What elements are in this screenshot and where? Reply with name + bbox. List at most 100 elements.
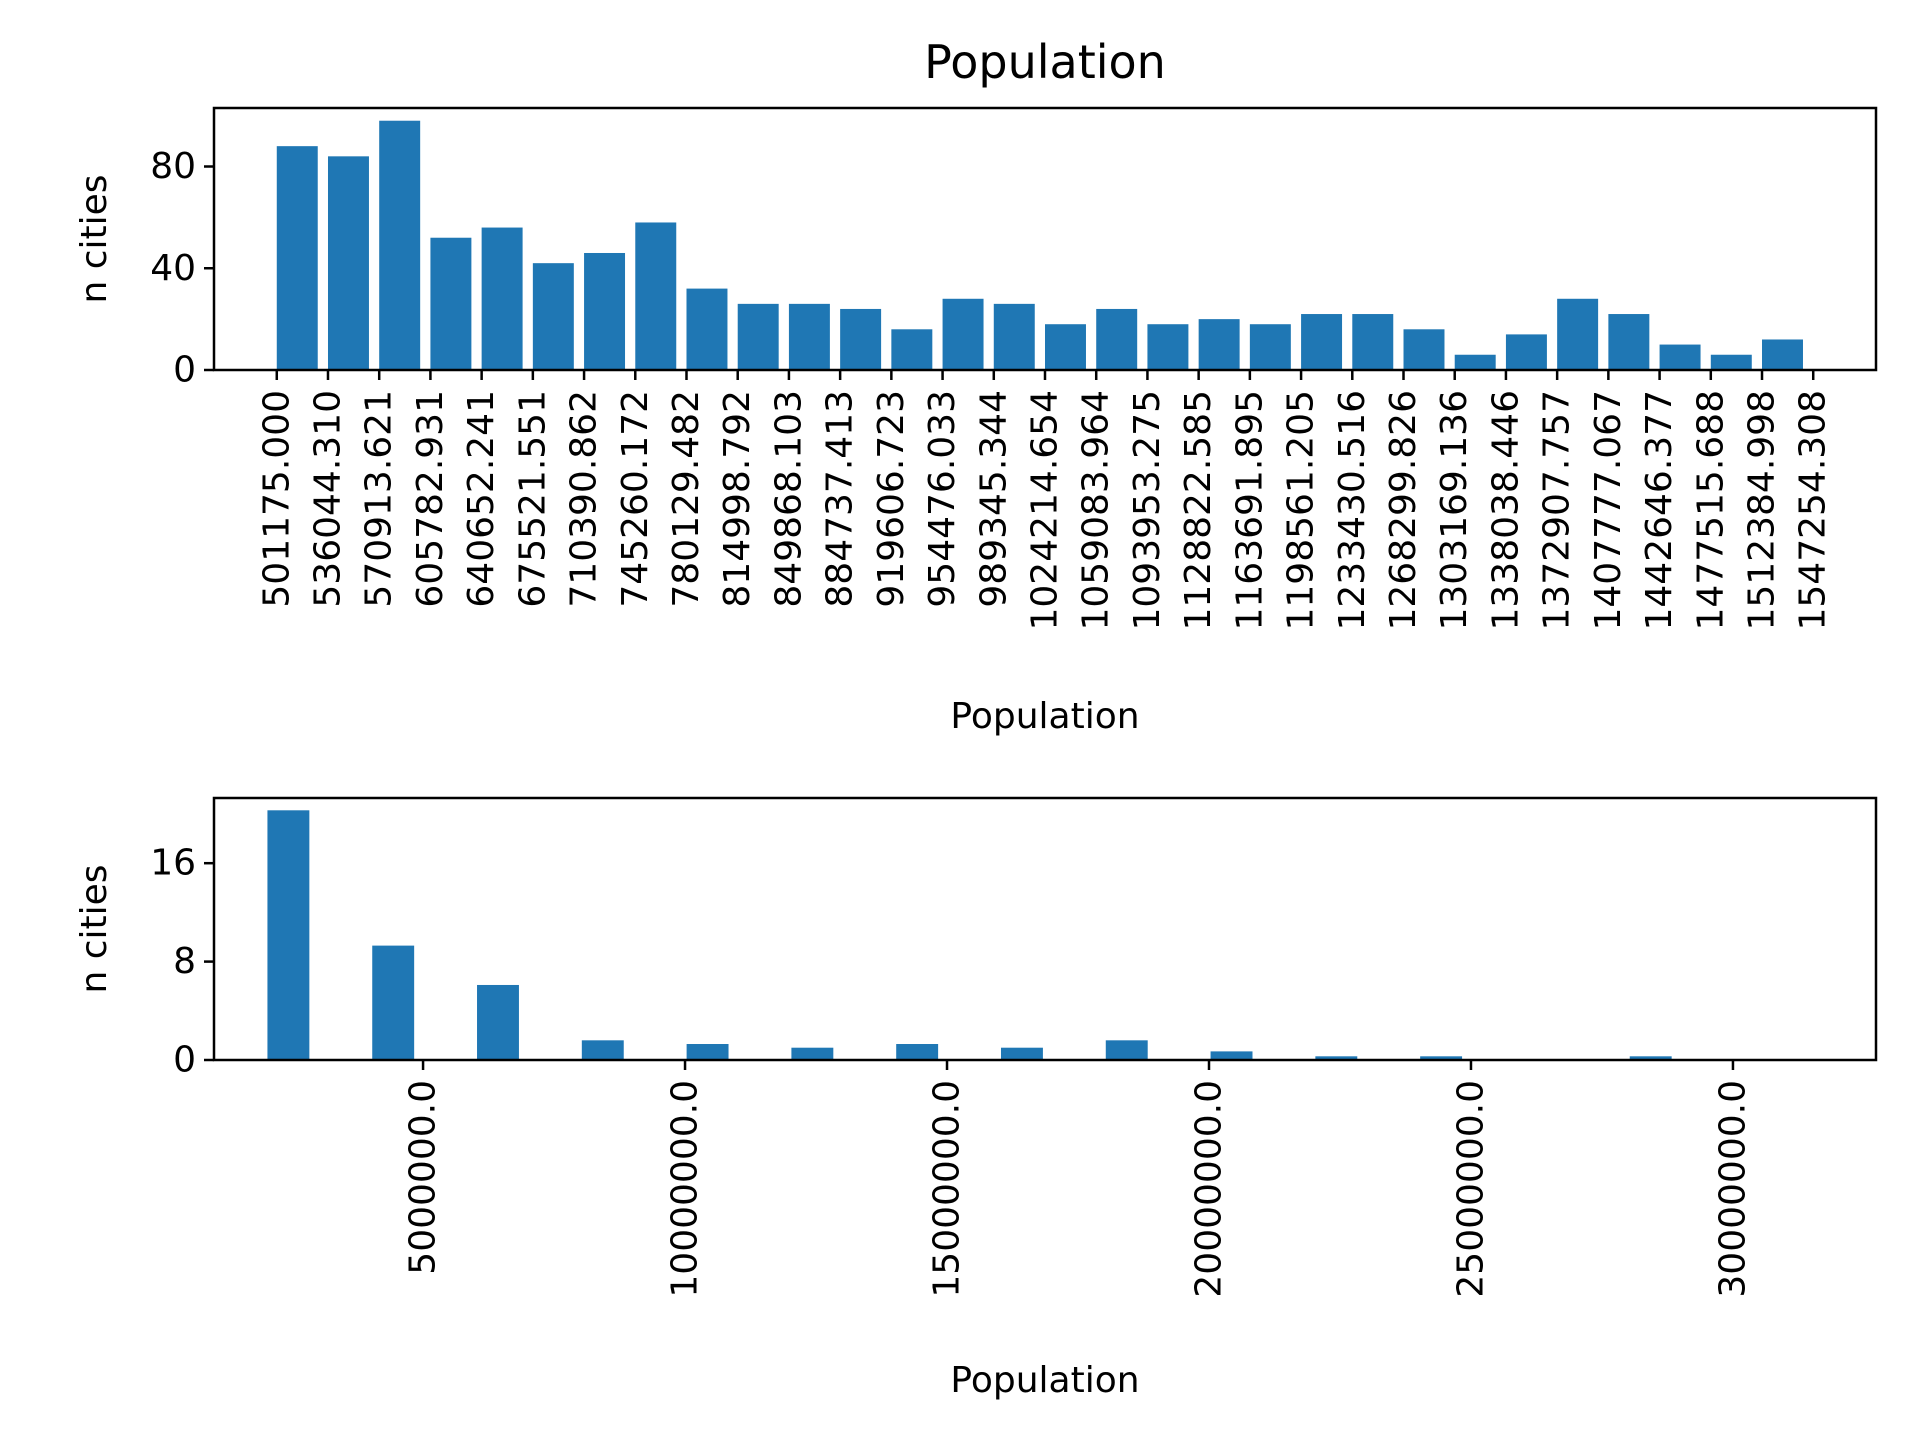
chart-title: Population xyxy=(924,35,1166,89)
top-histogram-bar xyxy=(1147,324,1189,370)
top-histogram-bar xyxy=(1403,329,1445,370)
top-x-tick-label: 745260.172 xyxy=(615,390,656,608)
top-x-tick-label: 884737.413 xyxy=(820,390,861,608)
bottom-x-tick-label: 15000000.0 xyxy=(927,1080,968,1298)
top-histogram-bar xyxy=(1249,324,1291,370)
top-x-tick-label: 1442646.377 xyxy=(1639,390,1680,631)
bottom-x-tick-label: 30000000.0 xyxy=(1712,1080,1753,1298)
top-histogram-bar xyxy=(276,146,318,370)
bottom-histogram-bar xyxy=(1210,1051,1253,1060)
top-histogram-bar xyxy=(379,120,421,370)
bottom-histogram-bars xyxy=(267,810,1672,1060)
top-x-tick-label: 814998.792 xyxy=(717,390,758,608)
top-histogram-bar xyxy=(891,329,933,370)
top-x-tick-label: 675521.551 xyxy=(512,390,553,608)
top-histogram-bar xyxy=(584,252,626,370)
top-x-tick-label: 1477515.688 xyxy=(1690,390,1731,631)
bottom-histogram-bar xyxy=(581,1040,624,1060)
top-x-tick-label: 954476.033 xyxy=(922,390,963,608)
bottom-histogram-bar xyxy=(686,1044,729,1060)
top-histogram-bar xyxy=(1352,314,1394,370)
top-histogram-bar xyxy=(1762,339,1803,370)
bottom-x-axis-label: Population xyxy=(950,1360,1139,1401)
top-histogram-bar xyxy=(1454,354,1496,370)
top-histogram-bar xyxy=(327,156,369,370)
bottom-x-tick-label: 10000000.0 xyxy=(665,1080,706,1298)
top-x-tick-label: 605782.931 xyxy=(410,390,451,608)
top-x-tick-label: 989345.344 xyxy=(973,390,1014,608)
bottom-x-tick-label: 5000000.0 xyxy=(403,1080,444,1275)
top-histogram-bar xyxy=(1710,354,1752,370)
top-x-tick-label: 1303169.136 xyxy=(1434,390,1475,631)
top-x-tick-label: 570913.621 xyxy=(359,390,400,608)
top-x-tick-label: 849868.103 xyxy=(768,390,809,608)
top-y-axis-label: n cities xyxy=(74,174,115,303)
top-x-tick-label: 1268299.826 xyxy=(1383,390,1424,631)
top-x-tick-label: 536044.310 xyxy=(307,390,348,608)
bottom-y-axis-label: n cities xyxy=(74,864,115,993)
top-x-tick-label: 1338038.446 xyxy=(1485,390,1526,631)
bottom-y-tick-label: 16 xyxy=(150,843,196,884)
top-x-axis-ticks: 501175.000 536044.310 570913.621 605782.931… xyxy=(256,370,1834,631)
bottom-x-tick-label: 25000000.0 xyxy=(1450,1080,1491,1298)
top-x-tick-label: 710390.862 xyxy=(564,390,605,608)
top-x-tick-label: 780129.482 xyxy=(666,390,707,608)
bottom-histogram-bar xyxy=(267,810,310,1060)
bottom-y-axis-ticks: 0 8 16 xyxy=(150,843,214,1081)
top-x-tick-label: 1233430.516 xyxy=(1332,390,1373,631)
bottom-histogram-bar xyxy=(477,984,519,1060)
top-x-tick-label: 919606.723 xyxy=(871,390,912,608)
top-histogram-bar xyxy=(1198,319,1240,370)
top-x-tick-label: 1093953.275 xyxy=(1127,390,1168,631)
top-y-tick-label: 40 xyxy=(150,248,196,289)
top-x-tick-label: 1024214.654 xyxy=(1025,390,1066,631)
top-histogram-bars xyxy=(276,120,1803,370)
top-histogram-bar xyxy=(1045,324,1086,370)
bottom-histogram-bar xyxy=(896,1044,939,1060)
top-x-tick-label: 1059083.964 xyxy=(1076,390,1117,631)
top-y-tick-label: 0 xyxy=(173,350,196,391)
bottom-histogram-bar xyxy=(791,1047,834,1060)
bottom-histogram-bar xyxy=(1000,1047,1043,1060)
top-y-tick-label: 80 xyxy=(150,146,196,187)
top-x-tick-label: 1512384.998 xyxy=(1742,390,1783,631)
top-x-tick-label: 1198561.205 xyxy=(1281,390,1322,631)
bottom-histogram-bar xyxy=(1420,1056,1463,1060)
top-histogram-bar xyxy=(635,222,677,370)
top-x-tick-label: 640652.241 xyxy=(461,390,502,608)
top-histogram-bar xyxy=(1557,298,1599,370)
top-histogram-bar xyxy=(481,227,523,370)
bottom-y-tick-label: 0 xyxy=(173,1040,196,1081)
top-histogram-bar xyxy=(430,237,472,370)
top-x-tick-label: 1163691.895 xyxy=(1229,390,1270,631)
top-x-tick-label: 1372907.757 xyxy=(1537,390,1578,631)
top-histogram-bar xyxy=(1659,344,1701,370)
top-histogram-bar xyxy=(1301,314,1343,370)
top-x-tick-label: 501175.000 xyxy=(256,390,297,608)
bottom-plot-frame xyxy=(212,796,1878,1062)
bottom-histogram-bar xyxy=(372,945,415,1060)
top-x-axis-label: Population xyxy=(950,696,1139,737)
top-histogram-bar xyxy=(1505,334,1547,370)
top-histogram-bar xyxy=(686,288,728,370)
top-histogram-bar xyxy=(942,298,984,370)
top-histogram-bar xyxy=(737,303,779,370)
top-x-tick-label: 1407777.067 xyxy=(1588,390,1629,631)
top-histogram-bar xyxy=(993,303,1035,370)
top-x-tick-label: 1547254.308 xyxy=(1793,390,1834,631)
bottom-x-axis-ticks: 5000000.0 10000000.0 15000000.0 20000000.0 2… xyxy=(403,1060,1753,1298)
bottom-histogram-bar xyxy=(1629,1056,1672,1060)
bottom-y-tick-label: 8 xyxy=(173,941,196,982)
bottom-histogram-bar xyxy=(1315,1056,1358,1060)
top-histogram-bar xyxy=(840,308,882,370)
top-y-axis-ticks: 0 40 80 xyxy=(150,146,214,391)
bottom-x-tick-label: 20000000.0 xyxy=(1189,1080,1230,1298)
top-histogram-axes: 501175.000 536044.310 570913.621 605782.931… xyxy=(74,106,1878,737)
top-histogram-bar xyxy=(788,303,830,370)
top-histogram-bar xyxy=(1608,314,1650,370)
top-histogram-bar xyxy=(1096,308,1138,370)
bottom-histogram-axes: 5000000.0 10000000.0 15000000.0 20000000.0 2… xyxy=(74,796,1878,1401)
top-histogram-bar xyxy=(532,263,574,370)
top-x-tick-label: 1128822.585 xyxy=(1178,390,1219,631)
